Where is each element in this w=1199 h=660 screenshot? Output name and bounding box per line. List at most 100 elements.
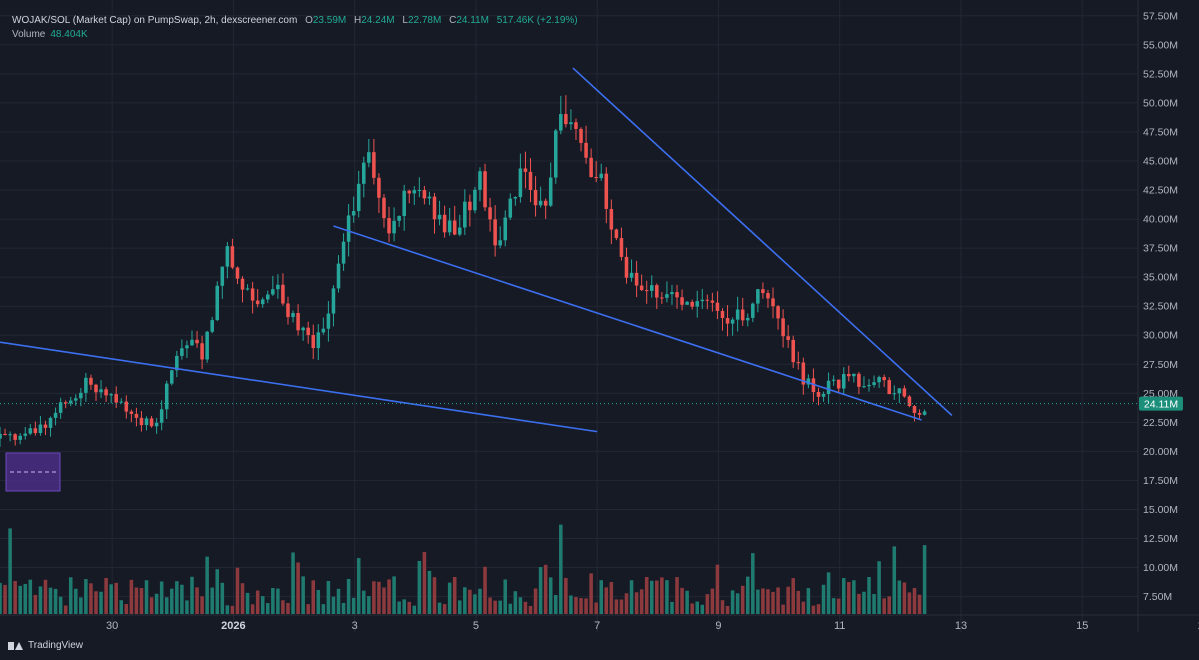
candle-body	[402, 190, 406, 217]
volume-bar	[271, 588, 275, 614]
trend-line[interactable]	[0, 341, 598, 433]
candle-body	[164, 383, 169, 410]
candle-body	[852, 373, 856, 377]
candle-body	[902, 388, 907, 397]
trend-lines[interactable]	[0, 67, 953, 433]
candle-body	[624, 256, 629, 278]
time-tick-label: 5	[473, 620, 479, 632]
candle-body	[761, 289, 765, 294]
price-tick-label: 20.00M	[1143, 446, 1178, 458]
volume-bar	[195, 587, 199, 614]
candle-body	[8, 434, 12, 436]
volume-bar	[230, 605, 235, 614]
low-label: L	[402, 15, 408, 26]
volume-bar	[614, 599, 619, 614]
time-axis[interactable]: 30 2026 3 5 7 9 11 13 15 17	[0, 614, 1199, 632]
price-tick-label: 17.50M	[1143, 475, 1178, 487]
volume-bar	[852, 580, 856, 614]
candle-body	[912, 406, 917, 414]
candle-body	[170, 370, 174, 384]
candle-body	[356, 183, 361, 212]
candle-body	[680, 297, 684, 305]
volume-bar	[922, 545, 927, 614]
candle-body	[159, 409, 164, 423]
price-tick-label: 15.00M	[1143, 504, 1178, 516]
volume-bar	[776, 587, 780, 614]
volume-bar	[407, 601, 412, 614]
candle-body	[427, 196, 432, 199]
volume-bar	[119, 600, 124, 614]
last-price-badge	[1139, 396, 1183, 411]
candle-body	[276, 284, 280, 290]
candle-body	[372, 152, 376, 178]
candle-body	[301, 327, 305, 331]
close-value: 24.11M	[456, 15, 489, 26]
volume-bar	[564, 577, 568, 614]
candle-body	[897, 388, 902, 394]
candle-body	[134, 413, 139, 418]
volume-bar	[847, 581, 851, 614]
volume-bar	[543, 564, 548, 614]
candle-body	[316, 332, 321, 349]
candle-body	[634, 272, 639, 286]
candle-body	[488, 207, 492, 220]
candle-body	[326, 313, 331, 329]
price-tick-label: 57.50M	[1143, 10, 1178, 22]
candle-body	[220, 266, 225, 286]
volume-bar	[266, 603, 270, 614]
trend-line[interactable]	[333, 225, 922, 421]
candle-body	[609, 208, 614, 230]
volume-bar	[569, 595, 573, 614]
price-tick-label: 55.00M	[1143, 39, 1178, 51]
candle-body	[210, 320, 214, 332]
volume-bar	[735, 593, 740, 614]
candle-body	[553, 130, 558, 178]
volume-bar	[79, 597, 83, 614]
volume-bar	[215, 569, 220, 614]
volume-bar	[604, 587, 609, 614]
volume-bar	[457, 600, 462, 614]
volume-bar	[38, 586, 43, 614]
candle-body	[548, 177, 553, 206]
candle-body	[730, 319, 735, 324]
candle-body	[331, 288, 336, 314]
brand-name: TradingView	[28, 640, 84, 651]
candle-body	[321, 328, 326, 333]
candle-body	[503, 217, 508, 241]
candle-body	[740, 309, 745, 321]
volume-bar	[311, 580, 316, 614]
candle-body	[639, 285, 644, 291]
volume-bar	[124, 604, 129, 614]
candle-body	[407, 190, 412, 194]
candle-body	[569, 122, 573, 125]
change-value: 517.46K (+2.19%)	[496, 15, 578, 26]
volume-bar	[99, 591, 103, 614]
tradingview-brand[interactable]: TradingView	[8, 640, 83, 651]
candle-body	[599, 173, 604, 179]
volume-bar	[695, 601, 699, 614]
price-tick-label: 7.50M	[1143, 591, 1172, 603]
candle-body	[296, 313, 300, 331]
candle-body	[685, 301, 689, 305]
volume-bar	[447, 582, 452, 614]
candle-body	[255, 300, 260, 305]
volume-bar	[255, 590, 260, 614]
price-axis[interactable]: 7.50M 10.00M 12.50M 15.00M 17.50M 20.00M 22.50…	[1137, 0, 1183, 632]
volume-bar	[574, 597, 578, 614]
volume-bar	[397, 601, 401, 614]
candle-body	[38, 424, 43, 434]
candle-body	[786, 336, 790, 340]
candle-body	[124, 401, 129, 412]
volume-bar	[367, 596, 371, 614]
time-tick-label: 3	[352, 620, 358, 632]
trend-line[interactable]	[572, 67, 953, 416]
candle-body	[781, 318, 785, 337]
candle-body	[311, 335, 316, 349]
volume-bar	[220, 582, 225, 614]
candle-body	[847, 374, 851, 377]
price-tick-label: 22.50M	[1143, 417, 1178, 429]
candle-body	[543, 200, 548, 206]
price-tick-label: 10.00M	[1143, 562, 1178, 574]
